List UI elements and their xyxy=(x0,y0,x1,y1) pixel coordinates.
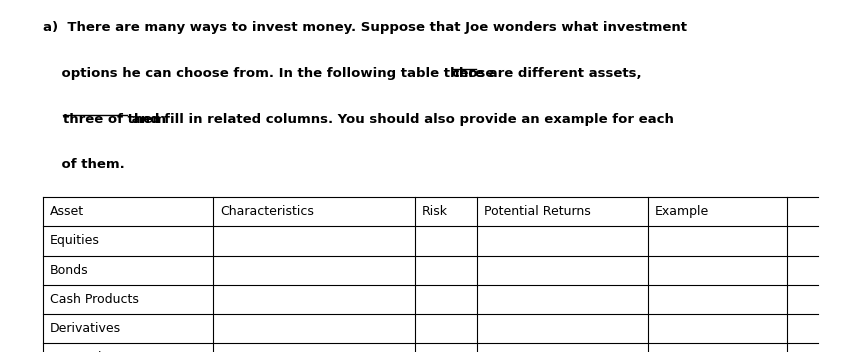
Text: and fill in related columns. You should also provide an example for each: and fill in related columns. You should … xyxy=(127,113,674,126)
Text: Currencies: Currencies xyxy=(50,351,117,352)
Text: of them.: of them. xyxy=(43,158,124,171)
Text: Cash Products: Cash Products xyxy=(50,293,139,306)
Text: options he can choose from. In the following table there are different assets,: options he can choose from. In the follo… xyxy=(43,67,646,80)
Text: Potential Returns: Potential Returns xyxy=(484,205,590,218)
Text: Derivatives: Derivatives xyxy=(50,322,121,335)
Text: chose: chose xyxy=(452,67,495,80)
Text: Equities: Equities xyxy=(50,234,99,247)
Text: Characteristics: Characteristics xyxy=(220,205,315,218)
Text: a)  There are many ways to invest money. Suppose that Joe wonders what investmen: a) There are many ways to invest money. … xyxy=(43,21,686,34)
Text: three of them: three of them xyxy=(63,113,165,126)
Text: Risk: Risk xyxy=(422,205,448,218)
Text: Bonds: Bonds xyxy=(50,264,88,277)
Text: Example: Example xyxy=(655,205,709,218)
Text: Asset: Asset xyxy=(50,205,84,218)
